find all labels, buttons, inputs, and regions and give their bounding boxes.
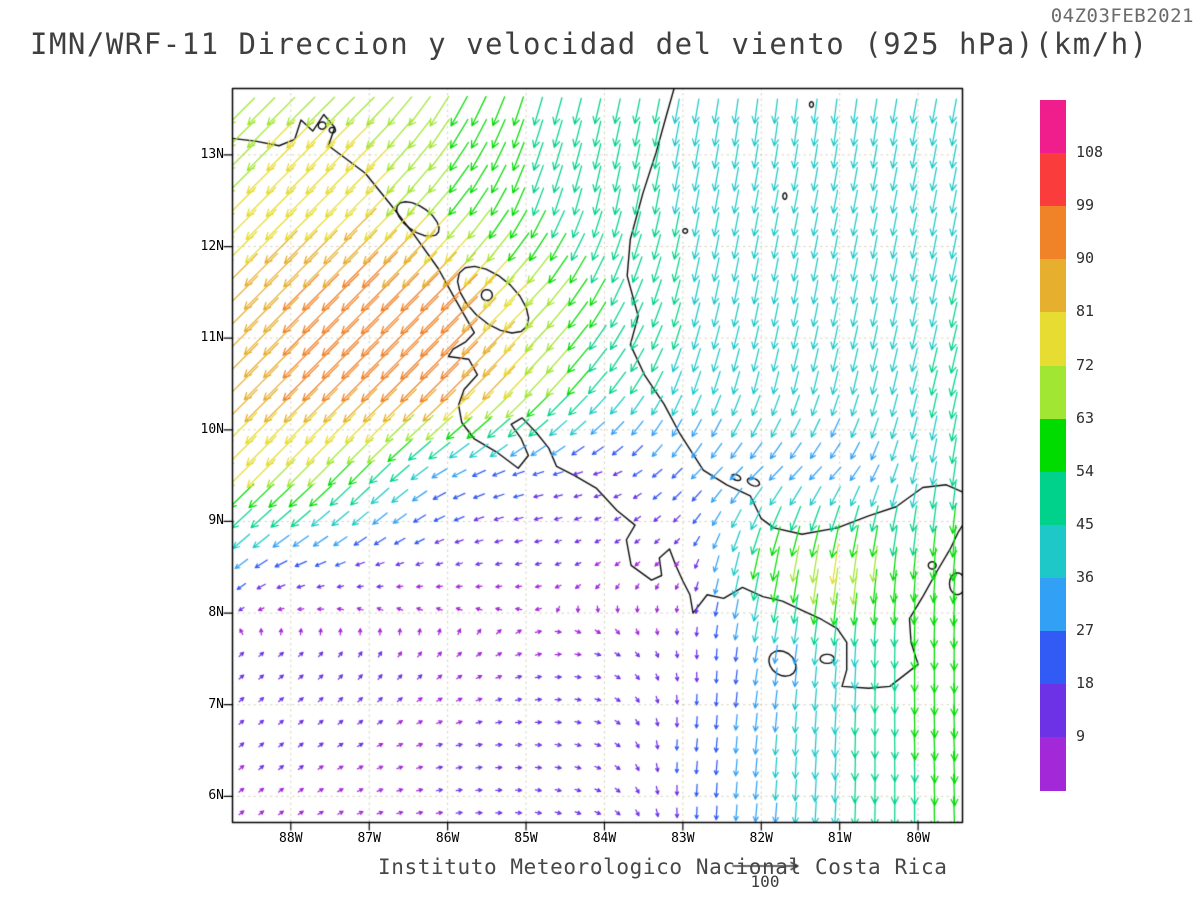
colorbar-tick-label: 45 xyxy=(1076,514,1095,533)
chart-title: IMN/WRF-11 Direccion y velocidad del vie… xyxy=(30,27,1149,61)
colorbar-tick-label: 72 xyxy=(1076,355,1095,374)
colorbar-swatch xyxy=(1040,418,1066,473)
colorbar-swatch xyxy=(1040,312,1066,367)
colorbar-swatch xyxy=(1040,365,1066,420)
colorbar-tick-label: 99 xyxy=(1076,196,1095,215)
colorbar-swatch xyxy=(1040,737,1066,791)
lon-tick-label: 88W xyxy=(279,831,303,846)
colorbar-tick-label: 63 xyxy=(1076,408,1095,427)
colorbar-tick-label: 54 xyxy=(1076,461,1095,480)
colorbar-swatch xyxy=(1040,153,1066,207)
lon-tick-label: 82W xyxy=(749,831,773,846)
lat-tick-label: 10N xyxy=(200,421,224,437)
colorbar-tick-label: 18 xyxy=(1076,674,1095,693)
lon-tick-label: 80W xyxy=(906,831,930,846)
colorbar-tick-label: 36 xyxy=(1076,567,1095,586)
lon-tick-label: 86W xyxy=(435,831,460,846)
colorbar-swatch xyxy=(1040,524,1066,579)
lon-tick-label: 85W xyxy=(514,831,538,846)
lat-tick-label: 8N xyxy=(208,605,224,621)
colorbar-swatch xyxy=(1040,471,1066,526)
reference-vector-label: 100 xyxy=(750,872,780,891)
credit-text: Instituto Meteorologico Nacional Costa R… xyxy=(378,855,948,879)
lon-tick-label: 81W xyxy=(827,831,852,846)
lat-tick-label: 13N xyxy=(200,146,224,162)
lat-tick-label: 6N xyxy=(208,788,224,804)
valid-time-label: 04Z03FEB2021 xyxy=(1050,5,1194,27)
lat-tick-label: 12N xyxy=(200,238,224,254)
lat-tick-label: 11N xyxy=(200,330,224,346)
colorbar-swatch xyxy=(1040,259,1066,313)
lon-tick-label: 87W xyxy=(357,831,381,846)
colorbar-tick-label: 9 xyxy=(1076,727,1086,746)
lat-tick-label: 9N xyxy=(208,513,224,529)
colorbar-swatch xyxy=(1040,577,1066,632)
colorbar-swatch xyxy=(1040,631,1066,685)
lon-tick-label: 83W xyxy=(671,831,695,846)
colorbar-swatch xyxy=(1040,206,1066,260)
lat-tick-label: 7N xyxy=(208,696,224,712)
colorbar-tick-label: 108 xyxy=(1076,143,1104,162)
colorbar-swatch xyxy=(1040,100,1066,154)
lon-tick-label: 84W xyxy=(592,831,617,846)
colorbar-swatch xyxy=(1040,684,1066,738)
colorbar-tick-label: 90 xyxy=(1076,249,1095,268)
colorbar-tick-label: 81 xyxy=(1076,302,1095,321)
colorbar-tick-label: 27 xyxy=(1076,621,1095,639)
